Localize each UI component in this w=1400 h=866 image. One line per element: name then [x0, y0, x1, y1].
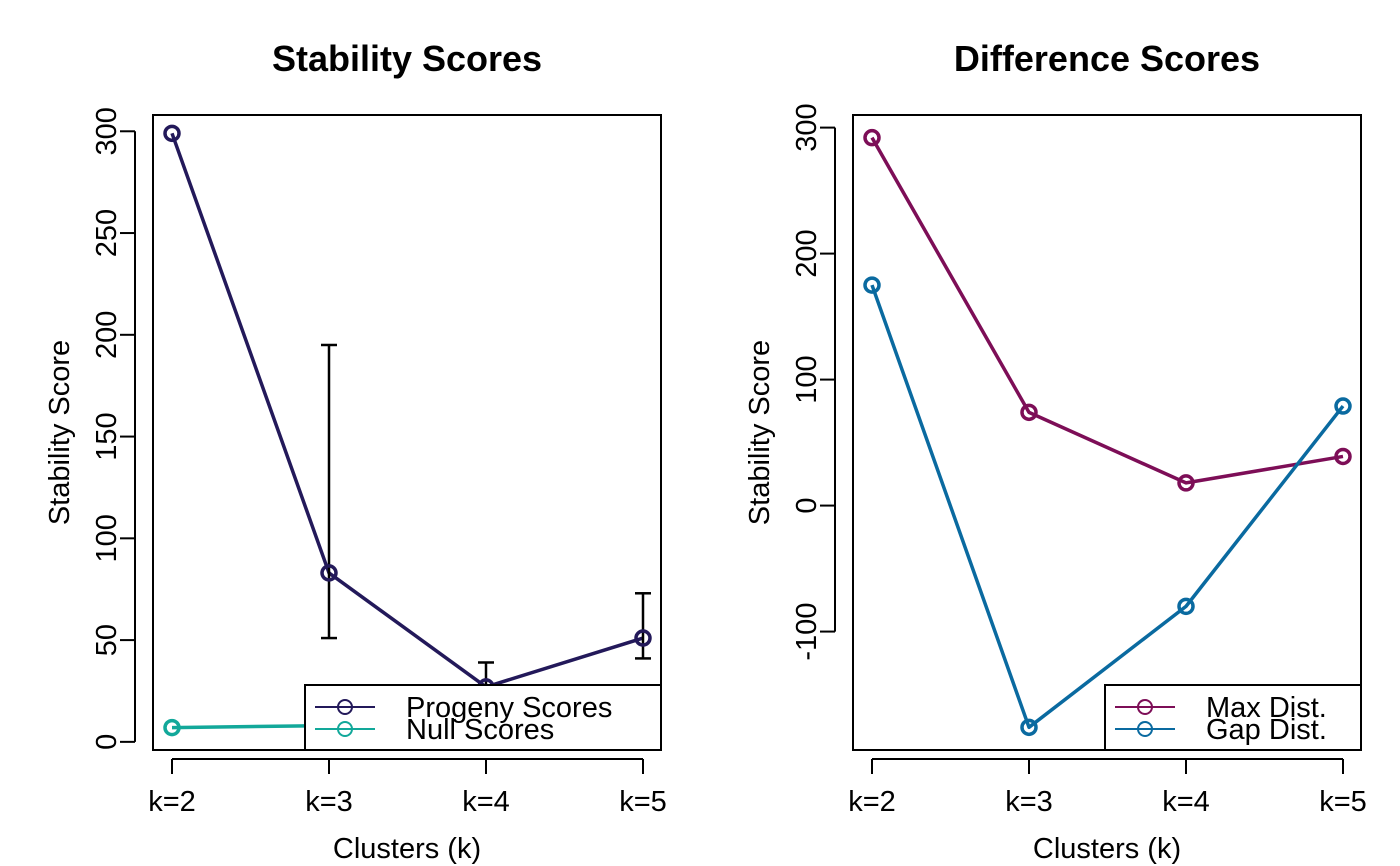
- legend-swatch-marker: [1137, 699, 1153, 715]
- chart-panel-2: Difference Scores -100 0 100 200 300 k=2 k=3 k=4…: [744, 38, 1367, 865]
- x-axis-title: Clusters (k): [333, 833, 481, 865]
- plot-frame: [852, 114, 1362, 751]
- x-tick-label: k=5: [619, 786, 667, 818]
- chart-title: Stability Scores: [272, 38, 542, 79]
- x-tick-label: k=2: [848, 786, 896, 818]
- y-tick-label: 200: [791, 229, 823, 277]
- y-axis-title: Stability Score: [744, 340, 776, 525]
- data-point-1: [863, 128, 881, 147]
- x-tick-label: k=5: [1319, 786, 1367, 818]
- legend-box: [304, 684, 662, 751]
- data-point-1: [1334, 447, 1352, 466]
- y-axis-title: Stability Score: [44, 340, 76, 525]
- data-point-2: [163, 718, 181, 737]
- series-line-1: [870, 136, 1344, 485]
- y-tick-label: 300: [91, 107, 123, 155]
- y-tick-label: 100: [91, 514, 123, 562]
- y-tick-label: 100: [791, 355, 823, 403]
- data-point-1: [1177, 474, 1195, 492]
- data-point-1: [320, 564, 338, 582]
- x-tick-label: k=3: [1005, 786, 1053, 818]
- data-point-1: [163, 124, 181, 143]
- y-tick-label: 150: [91, 412, 123, 460]
- data-point-2: [1334, 397, 1352, 415]
- data-point-2: [1177, 597, 1195, 616]
- y-tick-label: 200: [91, 311, 123, 359]
- x-tick-label: k=2: [148, 786, 196, 818]
- y-tick-label: 250: [91, 209, 123, 257]
- legend-swatch-marker: [1137, 721, 1153, 737]
- legend-label: Max Dist.: [1206, 692, 1327, 724]
- y-tick-label: 0: [91, 734, 123, 750]
- data-point-1: [634, 629, 652, 647]
- y-tick-label: 50: [91, 624, 123, 656]
- legend-swatch-marker: [337, 721, 353, 737]
- legend-box: [1104, 684, 1362, 751]
- x-tick-label: k=3: [305, 786, 353, 818]
- y-tick-label: 0: [791, 498, 823, 514]
- data-point-2: [1020, 718, 1038, 737]
- legend-label: Gap Dist.: [1206, 714, 1327, 746]
- chart-title: Difference Scores: [954, 38, 1260, 79]
- x-tick-label: k=4: [462, 786, 510, 818]
- y-tick-label: 300: [791, 103, 823, 151]
- data-point-2: [863, 276, 881, 294]
- y-tick-label: -100: [791, 603, 823, 661]
- x-tick-label: k=4: [1162, 786, 1210, 818]
- x-axis-title: Clusters (k): [1033, 833, 1181, 865]
- series-line-1: [170, 132, 644, 689]
- series-line-2: [870, 284, 1345, 730]
- legend-swatch-marker: [337, 699, 353, 715]
- legend-label: Progeny Scores: [406, 692, 612, 724]
- chart-panel-1: Stability Scores 0 50 100 150 200 250 300 k=2 k=3…: [44, 38, 667, 865]
- legend-label: Null Scores: [406, 714, 554, 746]
- data-point-1: [1020, 403, 1038, 422]
